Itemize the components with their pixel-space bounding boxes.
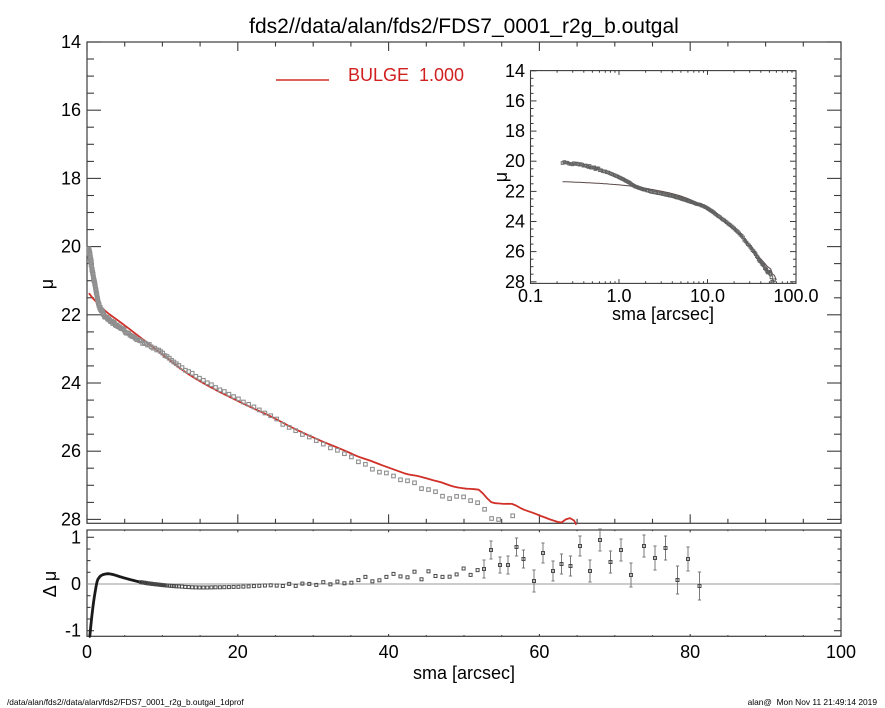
- svg-text:28: 28: [61, 509, 81, 529]
- svg-text:Δ μ: Δ μ: [40, 571, 60, 597]
- svg-text:20: 20: [228, 642, 248, 662]
- svg-text:22: 22: [61, 305, 81, 325]
- svg-text:1.0: 1.0: [606, 286, 631, 306]
- svg-text:μ: μ: [37, 279, 57, 289]
- svg-text:-1: -1: [65, 621, 81, 641]
- svg-text:24: 24: [505, 212, 525, 232]
- svg-text:100: 100: [826, 642, 856, 662]
- svg-text:14: 14: [505, 61, 525, 81]
- svg-text:20: 20: [505, 151, 525, 171]
- svg-text:18: 18: [505, 121, 525, 141]
- svg-text:μ: μ: [491, 172, 511, 182]
- svg-text:40: 40: [379, 642, 399, 662]
- svg-text:0.1: 0.1: [518, 286, 543, 306]
- svg-text:100.0: 100.0: [773, 286, 818, 306]
- svg-text:80: 80: [680, 642, 700, 662]
- svg-text:10.0: 10.0: [690, 286, 725, 306]
- svg-text:16: 16: [505, 91, 525, 111]
- svg-text:sma [arcsec]: sma [arcsec]: [612, 304, 714, 324]
- svg-text:24: 24: [61, 373, 81, 393]
- svg-text:alan@ Mon Nov 11 21:49:14 201: alan@ Mon Nov 11 21:49:14 2019: [748, 697, 878, 707]
- svg-text:18: 18: [61, 168, 81, 188]
- svg-text:26: 26: [61, 441, 81, 461]
- svg-text:26: 26: [505, 242, 525, 262]
- svg-text:14: 14: [61, 32, 81, 52]
- svg-text:28: 28: [505, 272, 525, 292]
- svg-text:22: 22: [505, 181, 525, 201]
- svg-text:0: 0: [82, 642, 92, 662]
- svg-text:16: 16: [61, 100, 81, 120]
- svg-text:/data/alan/fds2//data/alan/fds: /data/alan/fds2//data/alan/fds2/FDS7_000…: [7, 697, 244, 707]
- svg-text:fds2//data/alan/fds2/FDS7_0001: fds2//data/alan/fds2/FDS7_0001_r2g_b.out…: [249, 15, 679, 38]
- svg-text:0: 0: [71, 574, 81, 594]
- svg-text:20: 20: [61, 237, 81, 257]
- svg-text:BULGE 1.000: BULGE 1.000: [348, 65, 464, 85]
- svg-text:60: 60: [529, 642, 549, 662]
- svg-text:sma [arcsec]: sma [arcsec]: [413, 663, 515, 683]
- svg-text:1: 1: [71, 527, 81, 547]
